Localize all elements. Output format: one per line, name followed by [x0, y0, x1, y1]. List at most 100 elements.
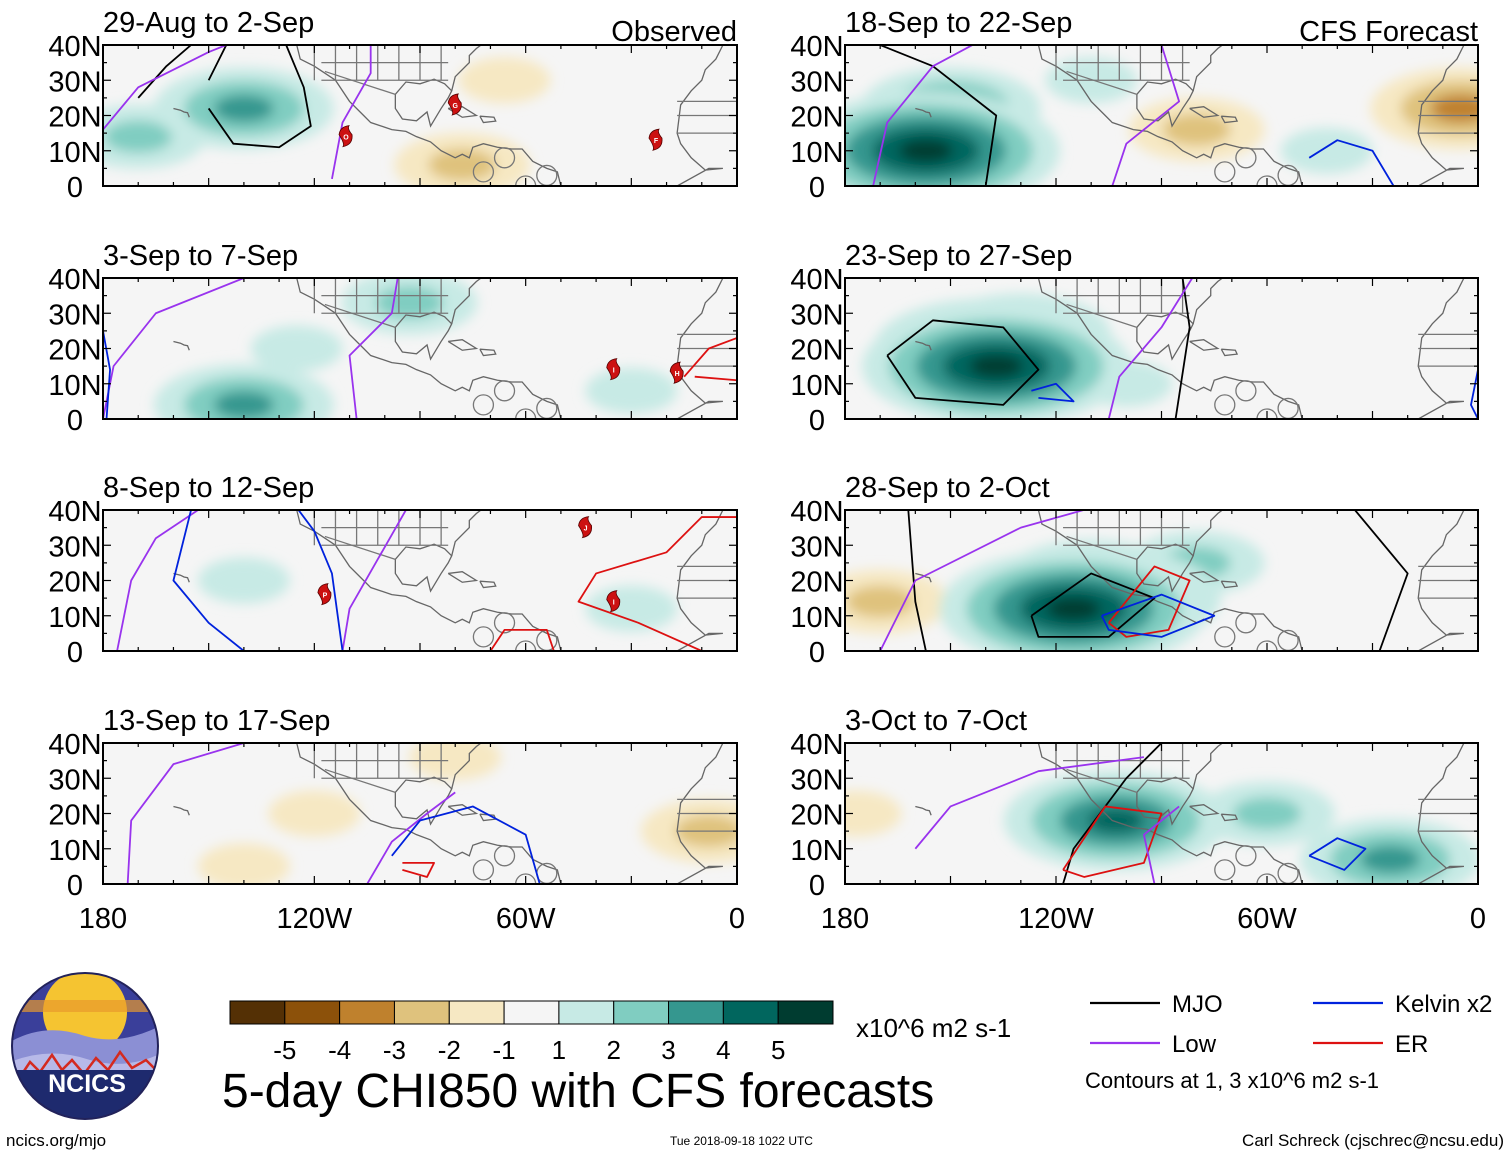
border-line [1256, 175, 1278, 186]
coastline [1417, 278, 1465, 419]
coastline [915, 572, 932, 583]
y-tick-label: 0 [809, 405, 825, 437]
kelvin-contour [103, 330, 111, 419]
chi850-anomaly-blob [585, 367, 678, 414]
hurricane-icon [578, 516, 593, 539]
kelvin-contour [1308, 139, 1395, 186]
y-tick-label: 20N [48, 800, 101, 832]
x-tick-label: 180 [821, 903, 869, 935]
contour-layer [116, 510, 737, 651]
mjo-contour [879, 45, 998, 186]
kelvin-contour [1470, 369, 1478, 419]
border-line [1256, 408, 1278, 419]
colorbar-tick-label: 1 [552, 1035, 566, 1065]
er-contour [683, 337, 737, 378]
colorbar-swatch [448, 1000, 505, 1025]
colorbar-tick-label: 5 [771, 1035, 785, 1065]
coastline [479, 348, 497, 357]
coastline [1192, 743, 1224, 789]
column-header: CFS Forecast [1299, 16, 1478, 48]
mjo-contour [1030, 572, 1156, 638]
y-tick-label: 40N [790, 496, 843, 528]
logo-haze [12, 1000, 158, 1012]
map-outlines [915, 510, 1478, 651]
colorbar-units: x10^6 m2 s-1 [856, 1013, 1012, 1043]
chi850-anomaly-blob [268, 790, 361, 837]
legend-label: MJO [1172, 991, 1223, 1018]
contour-layer [886, 278, 1478, 419]
storm-marker: H [669, 361, 684, 384]
y-tick-label: 30N [790, 66, 843, 98]
coastline [173, 805, 190, 816]
border-line [515, 175, 537, 186]
low-contour [103, 45, 229, 131]
coastline [915, 340, 932, 351]
logo-text: NCICS [48, 1070, 126, 1098]
mjo-contour [137, 45, 192, 99]
y-tick-label: 0 [67, 172, 83, 204]
storm-marker: O [338, 125, 353, 148]
chi850-anomaly-blob [1280, 127, 1373, 174]
coastline [447, 339, 479, 351]
storm-id: I [613, 368, 615, 375]
y-tick-label: 40N [790, 729, 843, 761]
border-line [493, 380, 516, 402]
chi850-anomaly-blob [197, 843, 290, 884]
y-tick-label: 40N [790, 264, 843, 296]
chi850-anomaly-blob [1360, 845, 1421, 873]
border-line [324, 70, 396, 95]
y-tick-label: 0 [809, 172, 825, 204]
mjo-contour [207, 45, 312, 149]
chi850-anomaly-blob [1430, 94, 1478, 123]
border-line [1235, 147, 1257, 169]
coastline [1192, 510, 1224, 556]
low-contour [331, 45, 372, 180]
y-tick-label: 0 [67, 870, 83, 902]
coastline [1220, 813, 1239, 822]
y-tick-label: 30N [48, 299, 101, 331]
y-tick-label: 20N [790, 335, 843, 367]
colorbar-tick-label: 2 [606, 1035, 620, 1065]
colorbar-swatch [229, 1000, 286, 1025]
site-link[interactable]: ncics.org/mjo [6, 1131, 107, 1150]
coastline [479, 115, 497, 124]
colorbar-swatch [668, 1000, 724, 1025]
coastline [676, 510, 724, 651]
border-line [472, 859, 495, 881]
storm-marker: P [317, 583, 332, 606]
coastline [676, 743, 724, 884]
colorbar-swatch [503, 1000, 560, 1025]
border-line [1066, 768, 1138, 793]
er-contour [1062, 805, 1163, 878]
x-tick-label: 60W [1237, 903, 1297, 935]
y-tick-label: 10N [48, 370, 101, 402]
storm-id: H [675, 371, 680, 378]
border-line [472, 626, 495, 648]
y-tick-label: 20N [48, 567, 101, 599]
mjo-contour [207, 45, 230, 81]
coastline [915, 805, 932, 816]
y-tick-label: 0 [809, 870, 825, 902]
coastline [1189, 804, 1220, 816]
border-line [1256, 873, 1278, 884]
y-tick-label: 10N [48, 137, 101, 169]
map-outlines [173, 45, 737, 186]
y-tick-label: 0 [809, 637, 825, 669]
y-tick-label: 40N [48, 496, 101, 528]
y-tick-label: 10N [48, 835, 101, 867]
kelvin-contour [297, 510, 344, 651]
y-tick-label: 10N [790, 602, 843, 634]
y-tick-label: 40N [48, 31, 101, 63]
storm-marker: I [606, 358, 621, 381]
y-tick-label: 20N [48, 102, 101, 134]
chi850-anomaly-blob [1233, 797, 1301, 830]
mjo-contour [907, 510, 927, 651]
low-contour [879, 510, 1087, 651]
shading-layer [197, 743, 737, 884]
border-line [1235, 845, 1257, 867]
chi850-anomaly-blob [969, 354, 1024, 378]
coastline [173, 340, 190, 351]
low-contour [1111, 45, 1180, 186]
